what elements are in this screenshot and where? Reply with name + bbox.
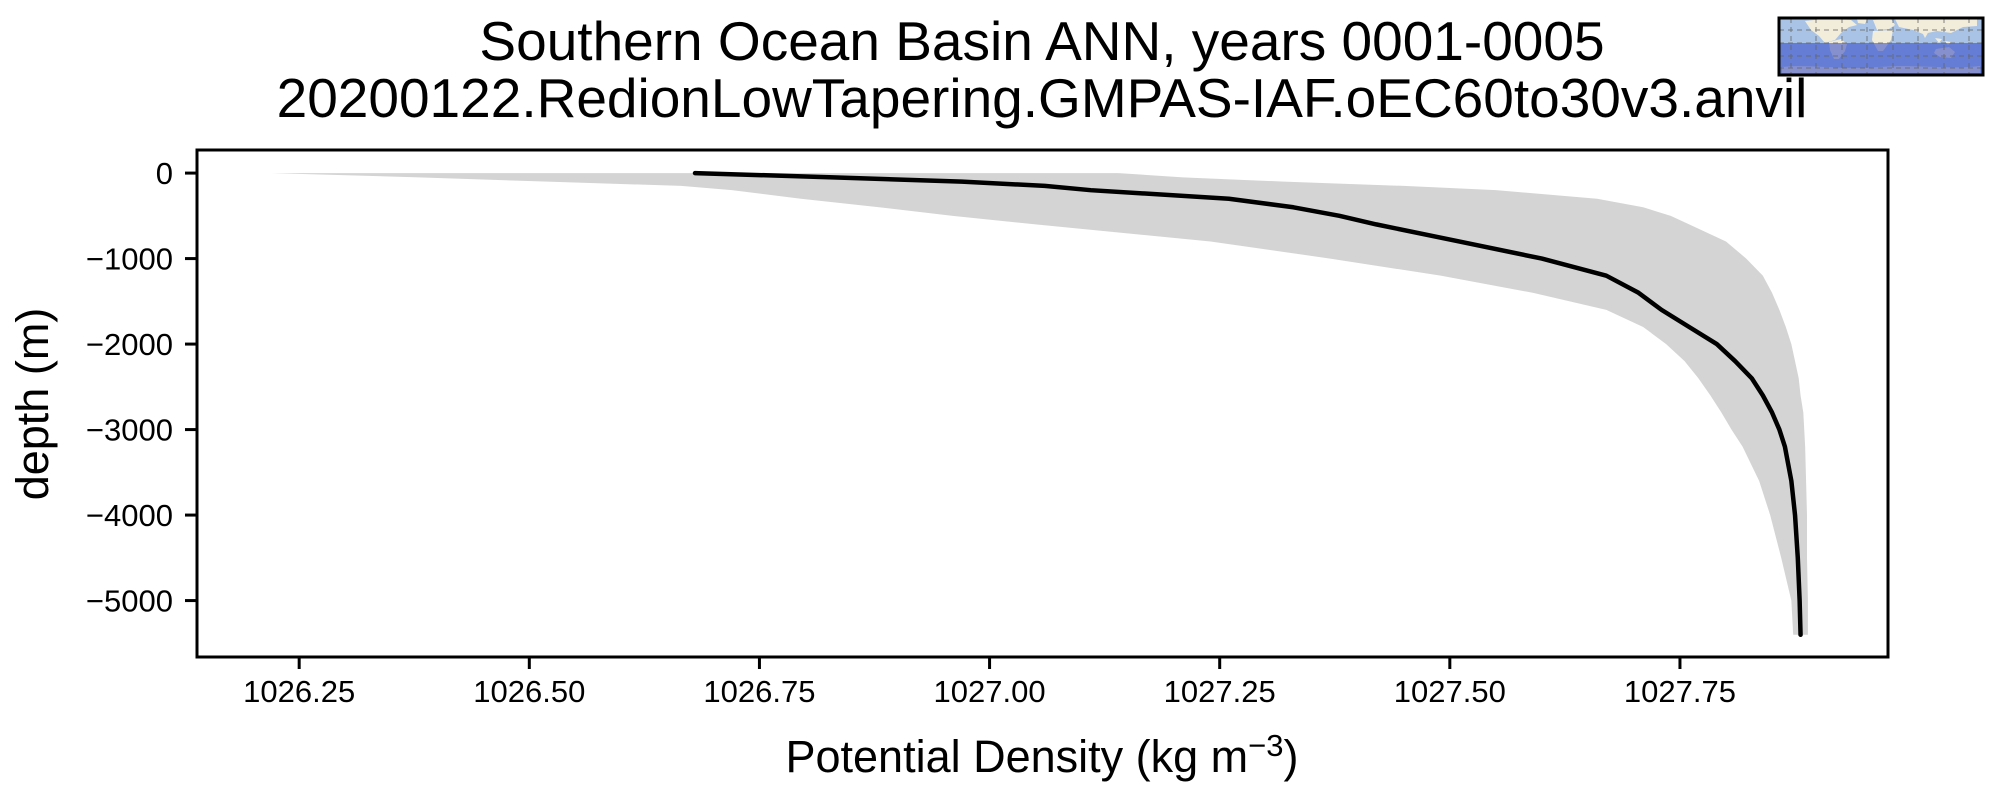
y-axis-label: depth (m) xyxy=(7,308,58,501)
x-axis-label-main: Potential Density (kg m xyxy=(785,731,1248,782)
inset-land-north-america xyxy=(1805,19,1857,43)
y-tick-label: −4000 xyxy=(86,498,173,533)
axes-frame xyxy=(195,148,1890,659)
x-tick-label: 1026.25 xyxy=(243,674,355,709)
inset-border xyxy=(1777,16,1985,77)
figure-title-line2: 20200122.RedionLowTapering.GMPAS-IAF.oEC… xyxy=(277,67,1808,129)
x-axis-ticks: 1026.25 1026.50 1026.75 1027.00 1027.25 1027.… xyxy=(243,657,1736,709)
y-tick-label: −1000 xyxy=(86,242,173,277)
inset-land-india xyxy=(1921,30,1929,38)
x-tick-label: 1027.00 xyxy=(934,674,1046,709)
x-axis-label: Potential Density (kg m−3) xyxy=(785,728,1298,782)
mean-density-curve xyxy=(692,170,1803,638)
x-axis-label-close: ) xyxy=(1284,731,1299,782)
inset-land-europe xyxy=(1873,19,1895,30)
x-tick-label: 1026.50 xyxy=(473,674,585,709)
figure-title-line1: Southern Ocean Basin ANN, years 0001-000… xyxy=(479,10,1604,72)
x-axis-label-superscript: −3 xyxy=(1248,728,1283,763)
inset-graticule xyxy=(1779,18,1983,75)
x-tick-label: 1027.75 xyxy=(1624,674,1736,709)
y-tick-label: −5000 xyxy=(86,584,173,619)
x-tick-label: 1027.50 xyxy=(1394,674,1506,709)
region-map-inset xyxy=(1777,16,1985,77)
x-tick-label: 1026.75 xyxy=(703,674,815,709)
std-band xyxy=(271,173,1808,635)
inset-land-greenland xyxy=(1857,19,1867,24)
y-axis-ticks: 0 −1000 −2000 −3000 −4000 −5000 xyxy=(86,156,197,619)
inset-land-island-1 xyxy=(1935,38,1942,43)
y-tick-label: −3000 xyxy=(86,413,173,448)
inset-southern-ocean-highlight xyxy=(1779,43,1983,75)
axes-area: 1026.25 1026.50 1026.75 1027.00 1027.25 1027.… xyxy=(86,148,1890,709)
y-tick-label: 0 xyxy=(156,156,173,191)
y-tick-label: −2000 xyxy=(86,327,173,362)
x-tick-label: 1027.25 xyxy=(1164,674,1276,709)
